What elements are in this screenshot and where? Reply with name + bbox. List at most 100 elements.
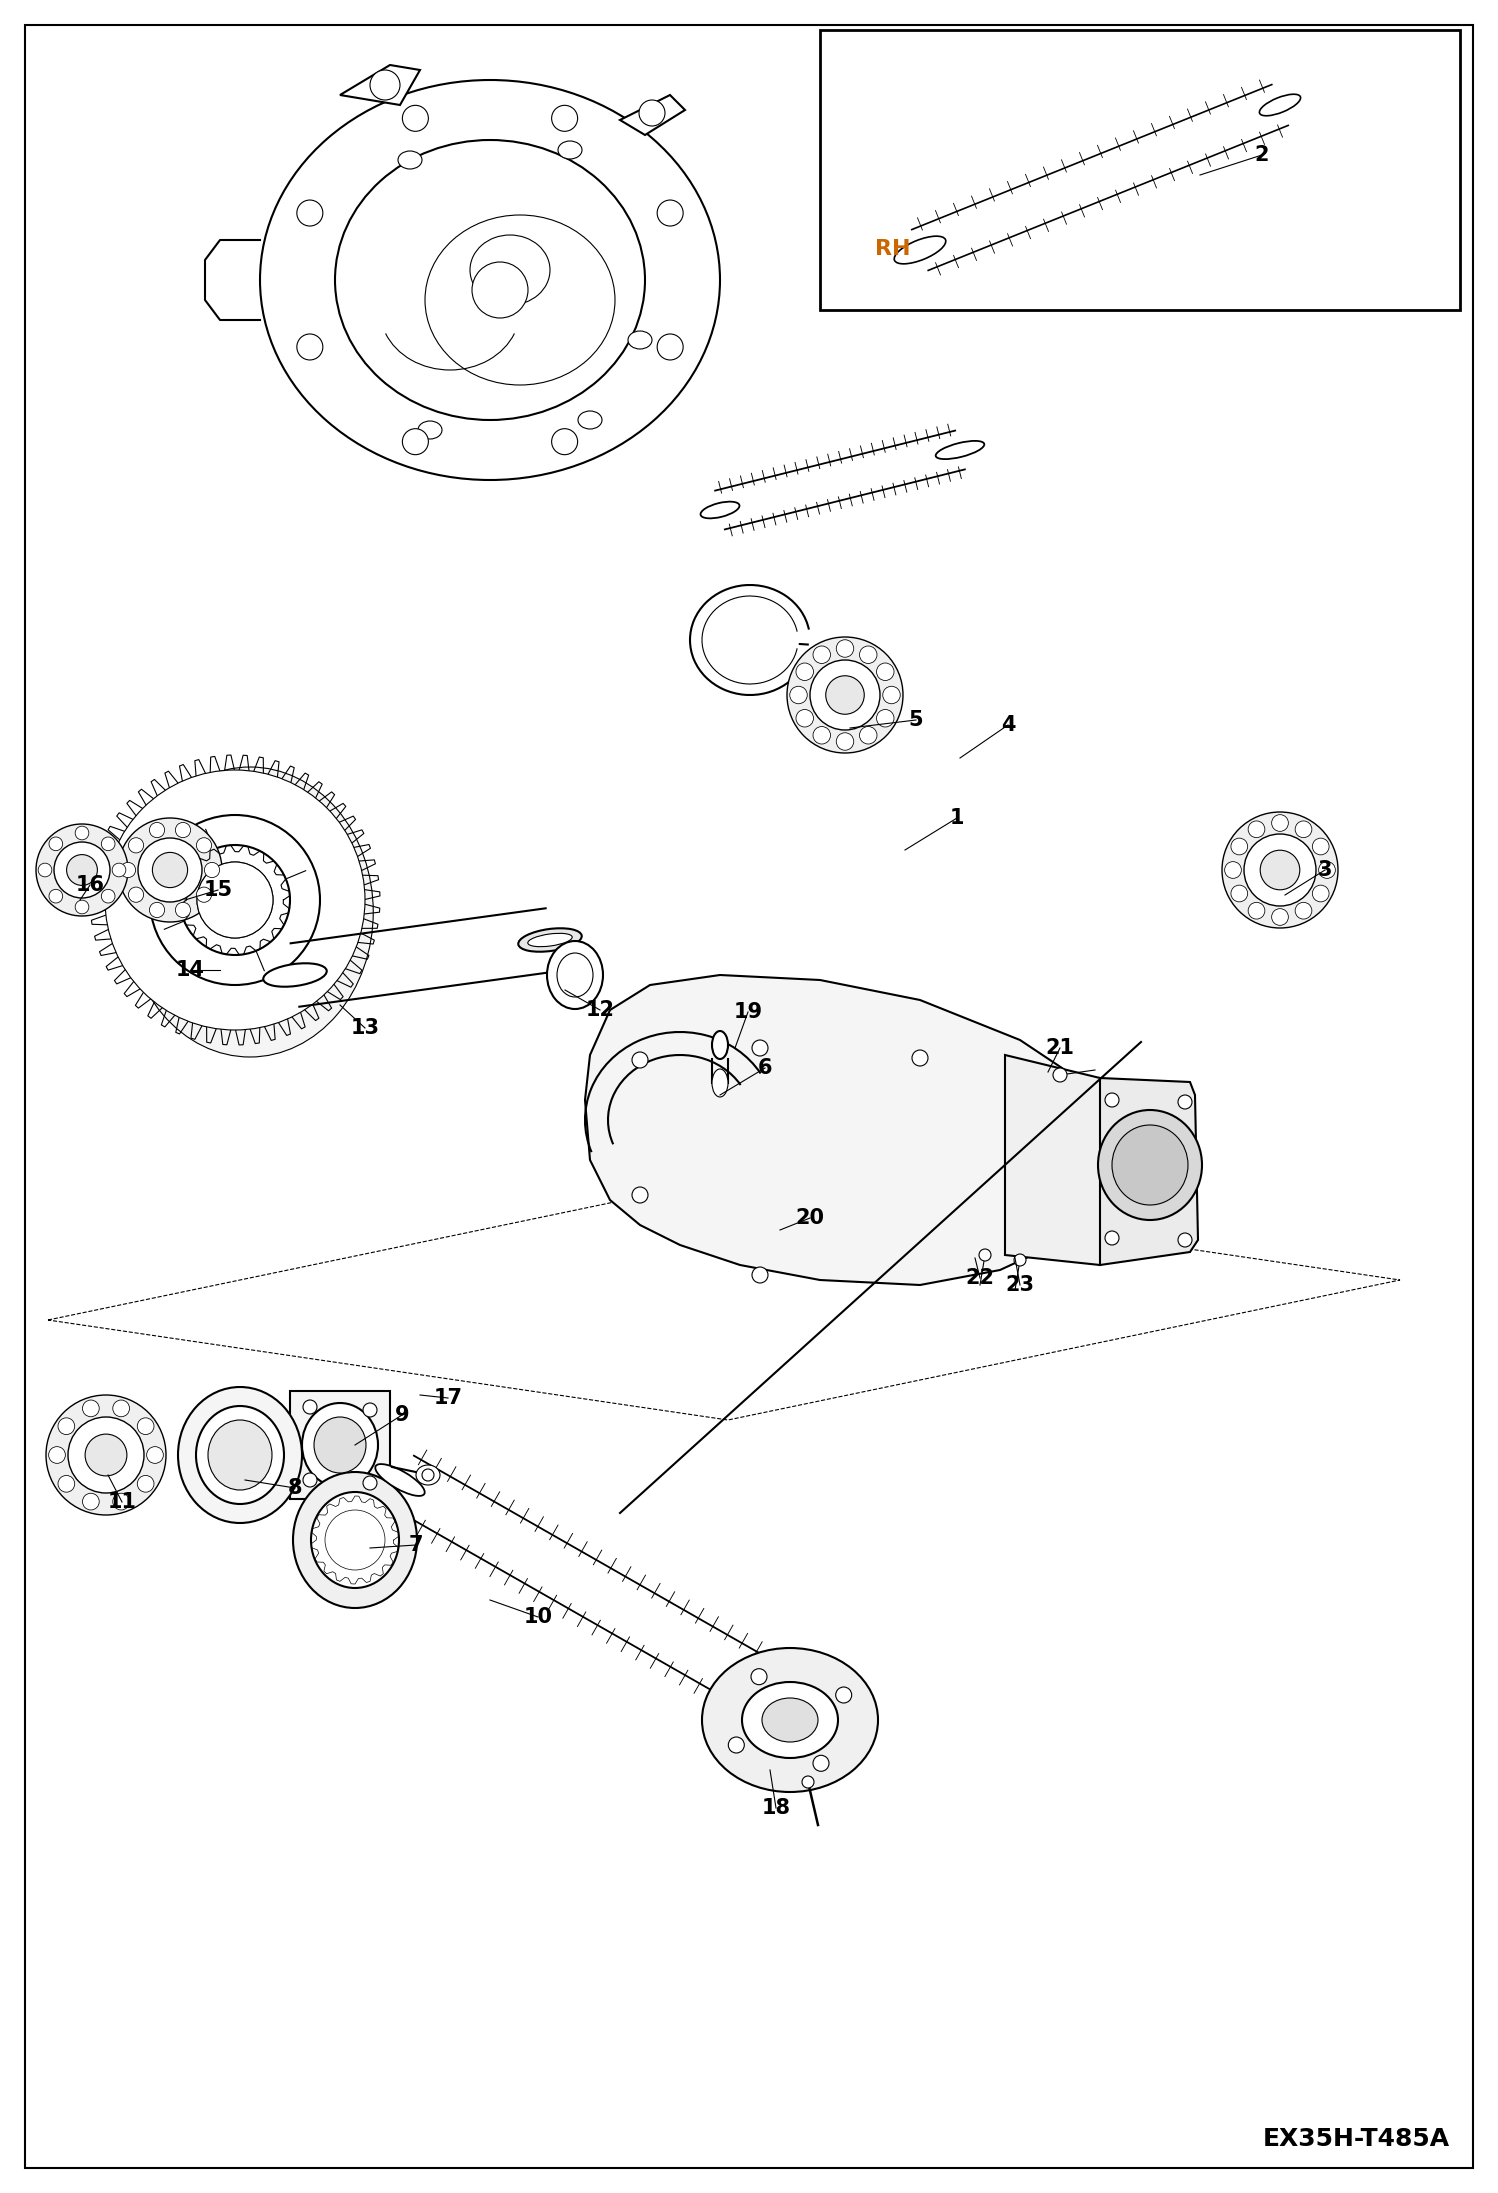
Ellipse shape <box>1260 94 1300 116</box>
Circle shape <box>882 686 900 704</box>
Circle shape <box>422 1469 434 1480</box>
Circle shape <box>1296 820 1312 838</box>
Circle shape <box>54 842 109 897</box>
Circle shape <box>175 822 190 838</box>
Ellipse shape <box>894 237 945 263</box>
Circle shape <box>860 726 876 743</box>
Circle shape <box>813 1754 828 1772</box>
Circle shape <box>810 660 879 730</box>
Text: 6: 6 <box>758 1057 773 1079</box>
Circle shape <box>150 816 321 985</box>
Circle shape <box>1296 901 1312 919</box>
Circle shape <box>198 862 273 939</box>
Ellipse shape <box>557 954 593 998</box>
Circle shape <box>1106 1230 1119 1246</box>
Circle shape <box>825 675 864 715</box>
Circle shape <box>551 428 578 454</box>
Ellipse shape <box>1112 1125 1188 1204</box>
Polygon shape <box>586 976 1100 1285</box>
Circle shape <box>303 1474 318 1487</box>
Ellipse shape <box>303 1404 377 1487</box>
Text: 21: 21 <box>1046 1037 1074 1057</box>
Text: 13: 13 <box>351 1018 379 1037</box>
Circle shape <box>138 1419 154 1434</box>
Text: 23: 23 <box>1005 1274 1035 1296</box>
Polygon shape <box>1005 1055 1144 1265</box>
Circle shape <box>1231 838 1248 855</box>
Ellipse shape <box>1098 1110 1201 1219</box>
Text: 3: 3 <box>1318 860 1332 879</box>
Circle shape <box>752 1039 768 1057</box>
Circle shape <box>180 844 291 954</box>
Polygon shape <box>340 66 419 105</box>
Circle shape <box>49 838 63 851</box>
Circle shape <box>836 1686 852 1704</box>
Circle shape <box>120 862 136 877</box>
Text: 17: 17 <box>433 1388 463 1408</box>
Circle shape <box>363 1476 377 1489</box>
Ellipse shape <box>742 1682 837 1759</box>
Circle shape <box>728 1737 745 1752</box>
Circle shape <box>196 888 211 901</box>
Circle shape <box>129 838 144 853</box>
Circle shape <box>786 636 903 752</box>
Ellipse shape <box>294 1472 416 1607</box>
FancyBboxPatch shape <box>291 1390 389 1500</box>
Circle shape <box>1272 814 1288 831</box>
Circle shape <box>1106 1092 1119 1107</box>
Circle shape <box>836 640 854 658</box>
Circle shape <box>36 825 127 917</box>
Circle shape <box>658 200 683 226</box>
Ellipse shape <box>518 928 581 952</box>
Ellipse shape <box>127 768 373 1057</box>
Circle shape <box>303 1399 318 1414</box>
Circle shape <box>112 1493 129 1511</box>
Polygon shape <box>1100 1079 1198 1265</box>
Circle shape <box>75 827 88 840</box>
Ellipse shape <box>712 1031 728 1059</box>
Circle shape <box>472 261 527 318</box>
Circle shape <box>876 711 894 728</box>
Circle shape <box>112 864 126 877</box>
Ellipse shape <box>418 421 442 439</box>
Circle shape <box>752 1268 768 1283</box>
Circle shape <box>1312 838 1329 855</box>
Circle shape <box>632 1186 649 1204</box>
Circle shape <box>801 1776 813 1787</box>
Circle shape <box>1272 908 1288 925</box>
Polygon shape <box>620 94 685 136</box>
Circle shape <box>37 864 52 877</box>
Ellipse shape <box>336 140 646 421</box>
Ellipse shape <box>527 934 572 947</box>
Text: 18: 18 <box>761 1798 791 1818</box>
Circle shape <box>750 1669 767 1684</box>
Circle shape <box>403 428 428 454</box>
Ellipse shape <box>264 963 327 987</box>
Circle shape <box>129 888 144 901</box>
Text: 2: 2 <box>1255 145 1269 164</box>
Text: RH: RH <box>875 239 911 259</box>
Ellipse shape <box>557 140 583 160</box>
Circle shape <box>297 333 324 360</box>
Ellipse shape <box>416 1465 440 1485</box>
Ellipse shape <box>208 1421 273 1489</box>
Ellipse shape <box>762 1697 818 1741</box>
Ellipse shape <box>261 79 721 480</box>
Circle shape <box>67 1417 144 1493</box>
Circle shape <box>297 200 324 226</box>
Text: 12: 12 <box>586 1000 614 1020</box>
Circle shape <box>46 1395 166 1515</box>
Circle shape <box>1014 1254 1026 1265</box>
Circle shape <box>48 1447 66 1463</box>
Circle shape <box>836 732 854 750</box>
Circle shape <box>196 838 211 853</box>
Circle shape <box>153 853 187 888</box>
Circle shape <box>204 862 220 877</box>
Text: 1: 1 <box>950 807 965 829</box>
Circle shape <box>640 101 665 125</box>
Circle shape <box>813 647 830 664</box>
Circle shape <box>85 1434 127 1476</box>
Text: 20: 20 <box>795 1208 824 1228</box>
Ellipse shape <box>547 941 604 1009</box>
Circle shape <box>980 1250 992 1261</box>
